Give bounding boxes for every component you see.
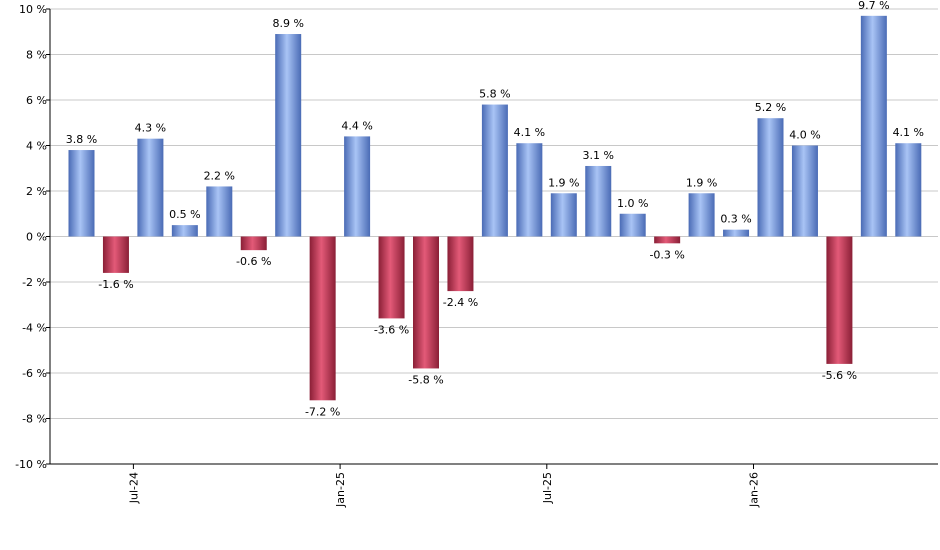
y-tick-label: 8 %	[26, 49, 47, 62]
data-labels: 3.8 % -1.6 % 4.3 % 0.5 % 2.2 % -0.6 % 8.9 % -7.…	[66, 0, 924, 418]
y-tick-label: 0 %	[26, 231, 47, 244]
bar	[171, 225, 198, 237]
data-label: 4.0 %	[789, 129, 820, 142]
bar	[895, 143, 922, 237]
data-label: 0.5 %	[169, 208, 200, 221]
data-label: 4.4 %	[341, 119, 372, 132]
x-tick-label: Jan-26	[748, 472, 761, 508]
bar	[516, 143, 543, 237]
x-tick-label: Jul-25	[541, 472, 554, 504]
data-label: 8.9 %	[272, 17, 303, 30]
data-label: -7.2 %	[305, 405, 340, 418]
bar	[137, 138, 164, 237]
bar	[481, 104, 508, 237]
y-tick-label: -8 %	[22, 413, 47, 426]
bar	[654, 236, 681, 244]
data-label: -1.6 %	[98, 278, 133, 291]
x-axis-tick-labels: Jul-24 Jan-25 Jul-25 Jan-26	[127, 464, 761, 508]
bars	[68, 15, 922, 401]
bar	[585, 165, 612, 237]
x-tick-label: Jul-24	[127, 472, 140, 504]
bar	[826, 236, 853, 364]
data-label: 1.9 %	[548, 176, 579, 189]
bar	[275, 34, 302, 237]
bar	[378, 236, 405, 319]
y-tick-label: -4 %	[22, 322, 47, 335]
data-label: 2.2 %	[204, 169, 235, 182]
bar	[619, 213, 646, 237]
bar	[206, 186, 233, 237]
data-label: 5.8 %	[479, 88, 510, 101]
data-label: 3.8 %	[66, 133, 97, 146]
bar	[102, 236, 129, 273]
bar	[68, 150, 95, 237]
bar	[447, 236, 474, 292]
data-label: 4.1 %	[514, 126, 545, 139]
data-label: -5.8 %	[408, 373, 443, 386]
data-label: -0.6 %	[236, 255, 271, 268]
data-label: 4.3 %	[135, 122, 166, 135]
y-tick-label: 2 %	[26, 185, 47, 198]
data-label: 0.3 %	[720, 213, 751, 226]
data-label: 1.9 %	[686, 176, 717, 189]
y-tick-label: 4 %	[26, 140, 47, 153]
bar	[688, 193, 715, 237]
x-tick-label: Jan-25	[334, 472, 347, 508]
bar	[757, 118, 784, 237]
data-label: 5.2 %	[755, 101, 786, 114]
bar	[309, 236, 336, 401]
bar	[240, 236, 267, 251]
bar	[344, 136, 371, 237]
data-label: -5.6 %	[822, 369, 857, 382]
data-label: -2.4 %	[443, 296, 478, 309]
y-tick-label: 6 %	[26, 94, 47, 107]
bar	[860, 15, 887, 237]
y-tick-label: -10 %	[15, 458, 47, 471]
bar	[791, 145, 818, 237]
y-tick-label: 10 %	[19, 3, 47, 16]
bar	[723, 229, 750, 237]
bar	[413, 236, 439, 369]
y-tick-label: -6 %	[22, 367, 47, 380]
data-label: 1.0 %	[617, 197, 648, 210]
bar	[550, 193, 577, 237]
data-label: -0.3 %	[649, 248, 684, 261]
data-label: -3.6 %	[374, 323, 409, 336]
y-tick-label: -2 %	[22, 276, 47, 289]
data-label: 3.1 %	[583, 149, 614, 162]
data-label: 9.7 %	[858, 0, 889, 12]
y-axis-tick-labels: 10 % 8 % 6 % 4 % 2 % 0 % -2 % -4 % -6 % -8 % -10 %	[15, 3, 50, 471]
data-label: 4.1 %	[893, 126, 924, 139]
